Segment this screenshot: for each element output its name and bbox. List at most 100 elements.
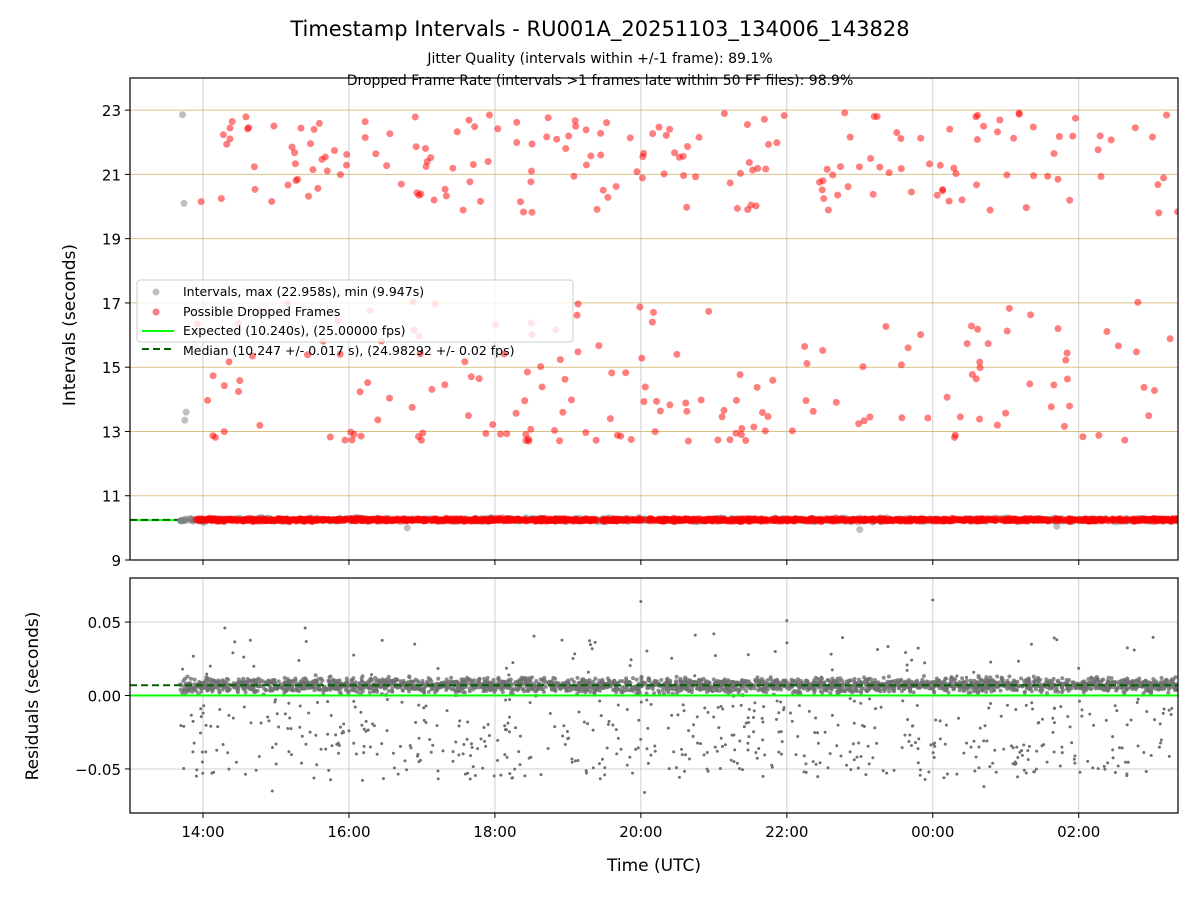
dropped-frame-point	[1031, 515, 1039, 523]
residual-point	[1166, 690, 1171, 695]
dropped-frame-point	[395, 517, 403, 525]
dropped-frame-point	[267, 516, 275, 524]
dropped-frame-point	[537, 363, 545, 371]
residual-point	[252, 690, 257, 695]
dropped-frame-point	[1003, 171, 1011, 179]
residual-point	[736, 687, 741, 692]
dropped-frame-point	[1030, 172, 1038, 180]
dropped-frame-point	[980, 517, 988, 525]
dropped-frame-point	[803, 360, 811, 368]
y-tick-label: 17	[102, 295, 121, 313]
dropped-frame-point	[1054, 325, 1062, 333]
residual-point	[976, 674, 981, 679]
dropped-frame-point	[913, 517, 921, 525]
dropped-frame-point	[1005, 304, 1013, 312]
residual-point	[929, 680, 934, 685]
dropped-frame-point	[666, 125, 674, 133]
dropped-frame-point	[697, 396, 705, 404]
dropped-frame-point	[485, 111, 493, 119]
residual-point	[240, 685, 245, 690]
residual-point	[485, 675, 490, 680]
residual-point	[674, 674, 679, 679]
residual-point	[675, 691, 680, 696]
residual-point	[400, 688, 405, 693]
dropped-frame-point	[297, 124, 305, 132]
residual-point	[386, 689, 391, 694]
dropped-frame-point	[1043, 516, 1051, 524]
dropped-frame-point	[684, 143, 692, 151]
dropped-frame-point	[943, 393, 951, 401]
residual-point	[326, 678, 331, 683]
dropped-frame-point	[1095, 431, 1103, 439]
dropped-frame-point	[996, 116, 1004, 124]
residual-point	[736, 690, 741, 695]
dropped-frame-point	[608, 369, 616, 377]
dropped-frame-point	[692, 173, 700, 181]
residual-point	[349, 678, 354, 683]
dropped-frame-point	[336, 171, 344, 179]
dropped-frame-point	[348, 515, 356, 523]
dropped-frame-point	[817, 516, 825, 524]
residual-point	[462, 690, 467, 695]
dropped-frame-point	[496, 430, 504, 438]
dropped-frame-point	[565, 132, 573, 140]
dropped-frame-point	[1026, 380, 1034, 388]
residual-point	[607, 679, 612, 684]
dropped-frame-point	[763, 517, 771, 525]
dropped-frame-point	[401, 516, 409, 524]
dropped-frame-point	[270, 122, 278, 130]
dropped-frame-point	[500, 350, 508, 358]
dropped-frame-point	[592, 436, 600, 444]
dropped-frame-point	[326, 433, 334, 441]
residual-point	[1116, 681, 1121, 686]
dropped-frame-point	[1164, 515, 1172, 523]
residual-point	[1071, 680, 1076, 685]
residual-point	[1007, 674, 1012, 679]
legend-median-label: Median (10.247 +/- 0.017 s), (24.98292 +…	[183, 343, 514, 358]
dropped-frame-point	[283, 517, 291, 525]
dropped-frame-point	[950, 164, 958, 172]
dropped-frame-point	[513, 118, 521, 126]
dropped-frame-point	[292, 516, 300, 524]
dropped-frame-point	[773, 139, 781, 147]
residual-point	[315, 686, 320, 691]
dropped-frame-point	[383, 162, 391, 170]
dropped-frame-point	[1091, 517, 1099, 525]
dropped-frame-point	[1160, 174, 1168, 182]
dropped-frame-point	[272, 516, 280, 524]
residual-point	[759, 677, 764, 682]
dropped-frame-point	[904, 344, 912, 352]
dropped-frame-point	[528, 140, 536, 148]
dropped-frame-point	[936, 161, 944, 169]
residual-point	[798, 678, 803, 683]
residual-point	[647, 678, 652, 683]
residual-point	[853, 688, 858, 693]
residual-point	[627, 688, 632, 693]
dropped-frame-point	[1144, 515, 1152, 523]
dropped-frame-point	[750, 423, 758, 431]
dropped-frame-point	[1020, 516, 1028, 524]
dropped-frame-point	[1150, 386, 1158, 394]
residual-point	[185, 674, 190, 679]
dropped-frame-point	[1022, 204, 1030, 212]
dropped-frame-point	[718, 516, 726, 524]
residual-point	[203, 678, 208, 683]
dropped-frame-point	[950, 517, 958, 525]
residual-point	[413, 677, 418, 682]
dropped-frame-point	[375, 515, 383, 523]
residual-point	[1156, 687, 1161, 692]
dropped-frame-point	[468, 517, 476, 525]
dropped-frame-point	[573, 311, 581, 319]
residuals-plot: 14:00 16:00 18:00 20:00 22:00 00:00 02:00−0.05…	[23, 577, 1179, 876]
residual-point	[817, 679, 822, 684]
residual-point	[426, 689, 431, 694]
dropped-frame-point	[604, 193, 612, 201]
dropped-frame-point	[754, 164, 762, 172]
dropped-frame-point	[720, 406, 728, 414]
dropped-frame-point	[683, 203, 691, 211]
dropped-frame-point	[567, 396, 575, 404]
dropped-frame-point	[359, 516, 367, 524]
dropped-frame-point	[582, 161, 590, 169]
dropped-frame-point	[590, 516, 598, 524]
residual-point	[564, 688, 569, 693]
